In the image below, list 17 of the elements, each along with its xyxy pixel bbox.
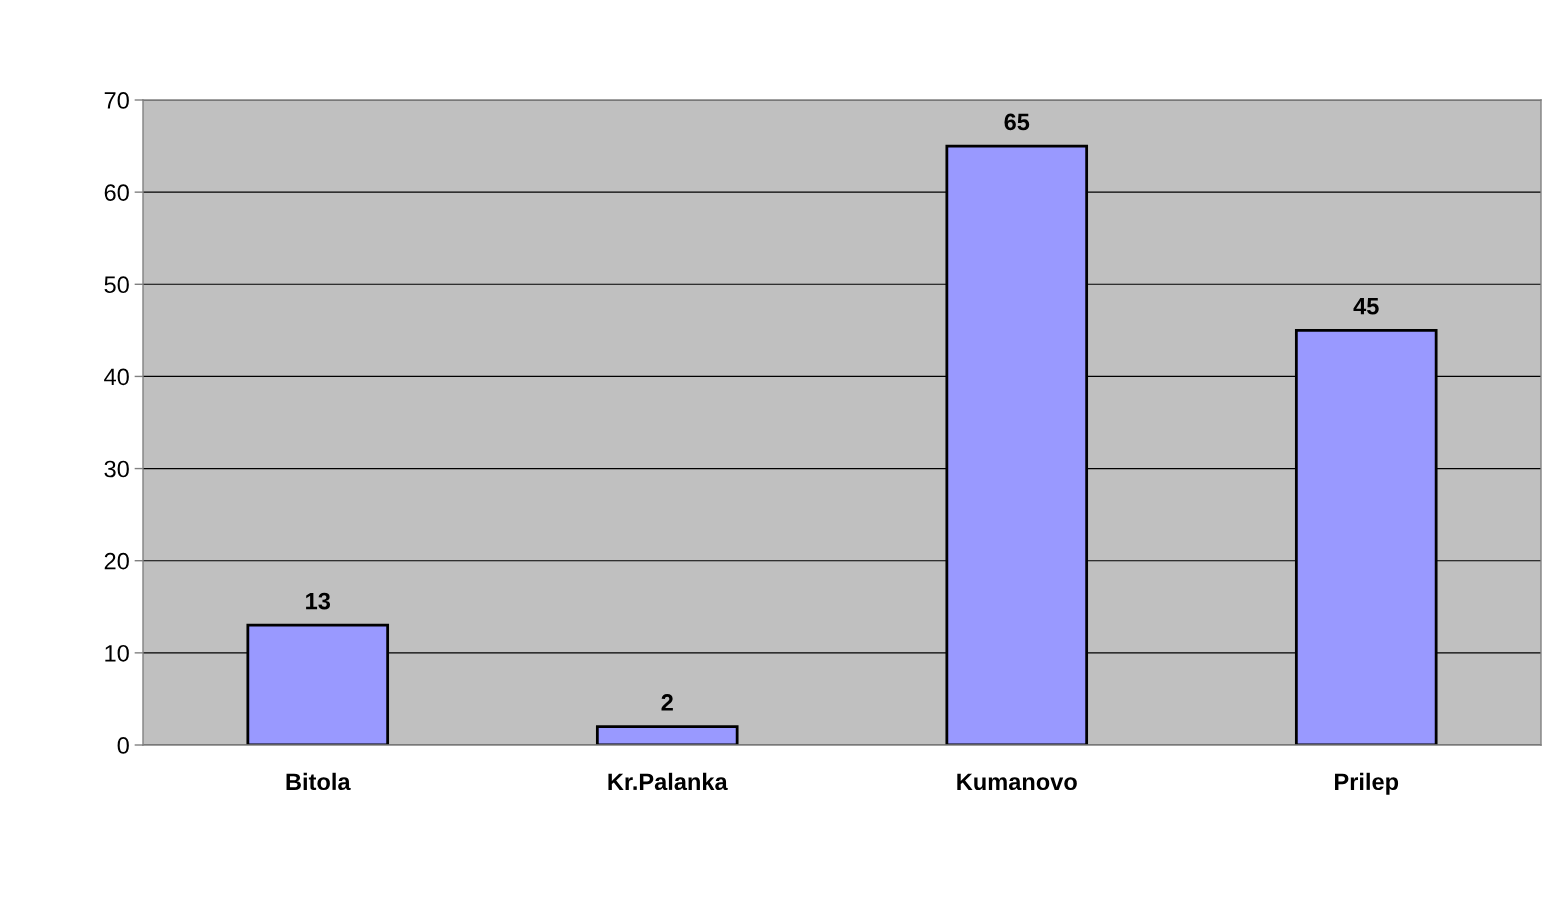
x-tick-label: Bitola bbox=[286, 772, 351, 791]
bar bbox=[595, 725, 739, 745]
data-label: 2 bbox=[661, 694, 673, 711]
y-tick-label: 10 bbox=[105, 644, 129, 662]
data-label: 45 bbox=[1353, 298, 1379, 315]
y-tick-label: 20 bbox=[104, 552, 129, 570]
x-tick-label: Kumanovo bbox=[957, 773, 1077, 791]
x-tick-label: Kr.Palanka bbox=[608, 772, 728, 791]
y-tick-label: 60 bbox=[104, 184, 129, 201]
y-tick-label: 40 bbox=[104, 368, 129, 386]
y-tick-label: 0 bbox=[117, 737, 129, 754]
data-label: 65 bbox=[1004, 113, 1030, 131]
data-label: 13 bbox=[306, 592, 331, 610]
y-tick-label: 50 bbox=[104, 276, 129, 294]
y-tick-label: 30 bbox=[104, 460, 129, 478]
x-tick-label: Prilep bbox=[1335, 772, 1399, 795]
y-tick-label: 70 bbox=[104, 92, 129, 109]
